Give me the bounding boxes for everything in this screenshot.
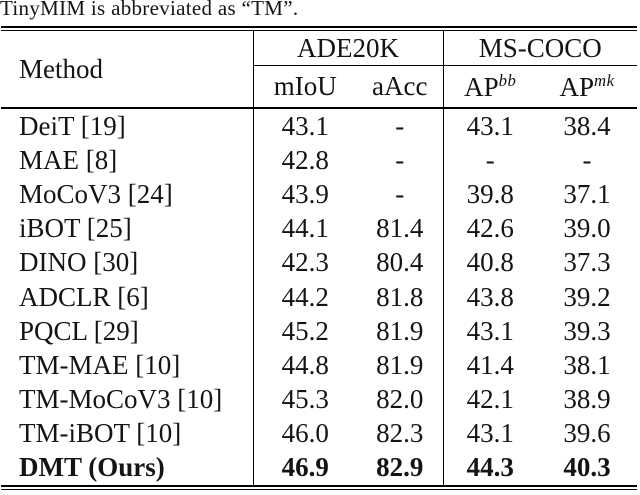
aacc-cell: 81.9 [376, 349, 424, 380]
apmk-cell: 39.2 [563, 281, 611, 312]
method-cell: iBOT [25] [19, 213, 132, 244]
col-header-apmk: APmk [537, 65, 637, 109]
aacc-cell: 81.9 [376, 315, 424, 346]
col-header-miou: mIoU [252, 65, 357, 109]
group-header-mscoco: MS-COCO [442, 31, 637, 66]
group-header-ade20k: ADE20K [252, 31, 443, 66]
method-header: Method [1, 31, 253, 109]
aacc-cell: - [395, 178, 405, 209]
header-column-row: mIoU aAcc APbb APmk [1, 65, 637, 109]
table-row: ADCLR [6] 44.2 81.8 43.8 39.2 [1, 279, 637, 315]
miou-cell: 42.3 [252, 245, 357, 280]
method-cell: DMT (Ours) [19, 452, 165, 483]
table-row: PQCL [29] 45.2 81.9 43.1 39.3 [1, 314, 637, 349]
apbb-cell: 40.8 [442, 245, 537, 280]
apbb-cell: 42.1 [442, 382, 537, 417]
table-row: DINO [30] 42.3 80.4 40.8 37.3 [1, 245, 637, 280]
miou-cell: 45.3 [252, 382, 357, 417]
bottom-rule [1, 485, 637, 491]
table-row: DeiT [19] 43.1 - 43.1 38.4 [1, 108, 637, 144]
table-row: TM-MAE [10] 44.8 81.9 41.4 38.1 [1, 348, 637, 383]
apmk-cell: 38.9 [563, 384, 611, 415]
apmk-cell: - [582, 144, 592, 175]
miou-cell: 42.8 [252, 143, 357, 178]
apbb-cell: 43.1 [442, 416, 537, 451]
apbb-cell: 43.1 [442, 314, 537, 349]
aacc-cell: 81.4 [376, 213, 424, 244]
aacc-cell: 82.9 [376, 452, 424, 483]
results-table: Method ADE20K MS-COCO mIoU aAcc APbb APm… [1, 31, 637, 486]
aacc-cell: - [395, 110, 405, 141]
apbb-cell: 43.8 [442, 279, 537, 315]
method-cell: PQCL [29] [19, 315, 139, 346]
results-table-container: Method ADE20K MS-COCO mIoU aAcc APbb APm… [1, 26, 637, 491]
apmk-cell: 39.0 [563, 213, 611, 244]
miou-cell: 44.1 [252, 211, 357, 246]
apmk-cell: 38.4 [563, 110, 611, 141]
table-row: MAE [8] 42.8 - - - [1, 143, 637, 178]
table-row: TM-iBOT [10] 46.0 82.3 43.1 39.6 [1, 416, 637, 451]
apmk-cell: 38.1 [563, 349, 611, 380]
apbb-cell: - [442, 143, 537, 178]
apbb-cell: 39.8 [442, 177, 537, 212]
apbb-cell: 43.1 [442, 108, 537, 144]
apbb-cell: 42.6 [442, 211, 537, 246]
table-caption: TinyMIM is abbreviated as “TM”. [0, 0, 299, 20]
col-header-apbb-base: AP [464, 71, 499, 102]
miou-cell: 45.2 [252, 314, 357, 349]
table-row-ours: DMT (Ours) 46.9 82.9 44.3 40.3 [1, 450, 637, 486]
apmk-cell: 37.3 [563, 247, 611, 278]
miou-cell: 43.9 [252, 177, 357, 212]
miou-cell: 44.8 [252, 348, 357, 383]
table-row: TM-MoCoV3 [10] 45.3 82.0 42.1 38.9 [1, 382, 637, 417]
miou-cell: 43.1 [252, 108, 357, 144]
apbb-cell: 44.3 [442, 450, 537, 486]
apmk-cell: 37.1 [563, 178, 611, 209]
top-rule [1, 26, 637, 31]
miou-cell: 44.2 [252, 279, 357, 315]
col-header-apbb-sup: bb [498, 70, 517, 90]
aacc-cell: - [395, 144, 405, 175]
miou-cell: 46.0 [252, 416, 357, 451]
aacc-cell: 82.3 [376, 418, 424, 449]
aacc-cell: 81.8 [376, 281, 424, 312]
method-cell: DINO [30] [19, 247, 139, 278]
col-header-apmk-sup: mk [594, 70, 615, 90]
col-header-apbb: APbb [442, 65, 537, 109]
header-group-row: Method ADE20K MS-COCO [1, 31, 637, 109]
method-cell: MAE [8] [19, 144, 118, 175]
apmk-cell: 39.6 [563, 418, 611, 449]
apmk-cell: 39.3 [563, 315, 611, 346]
col-header-aacc: aAcc [357, 65, 443, 109]
col-header-apmk-base: AP [559, 71, 594, 102]
method-cell: DeiT [19] [19, 110, 126, 141]
apbb-cell: 41.4 [442, 348, 537, 383]
aacc-cell: 82.0 [376, 384, 424, 415]
aacc-cell: 80.4 [376, 247, 424, 278]
method-cell: TM-iBOT [10] [19, 418, 182, 449]
method-cell: TM-MAE [10] [19, 349, 181, 380]
method-cell: ADCLR [6] [19, 281, 149, 312]
table-row: MoCoV3 [24] 43.9 - 39.8 37.1 [1, 177, 637, 212]
miou-cell: 46.9 [252, 450, 357, 486]
method-cell: TM-MoCoV3 [10] [19, 384, 223, 415]
table-row: iBOT [25] 44.1 81.4 42.6 39.0 [1, 211, 637, 246]
apmk-cell: 40.3 [563, 452, 611, 483]
method-cell: MoCoV3 [24] [19, 178, 173, 209]
